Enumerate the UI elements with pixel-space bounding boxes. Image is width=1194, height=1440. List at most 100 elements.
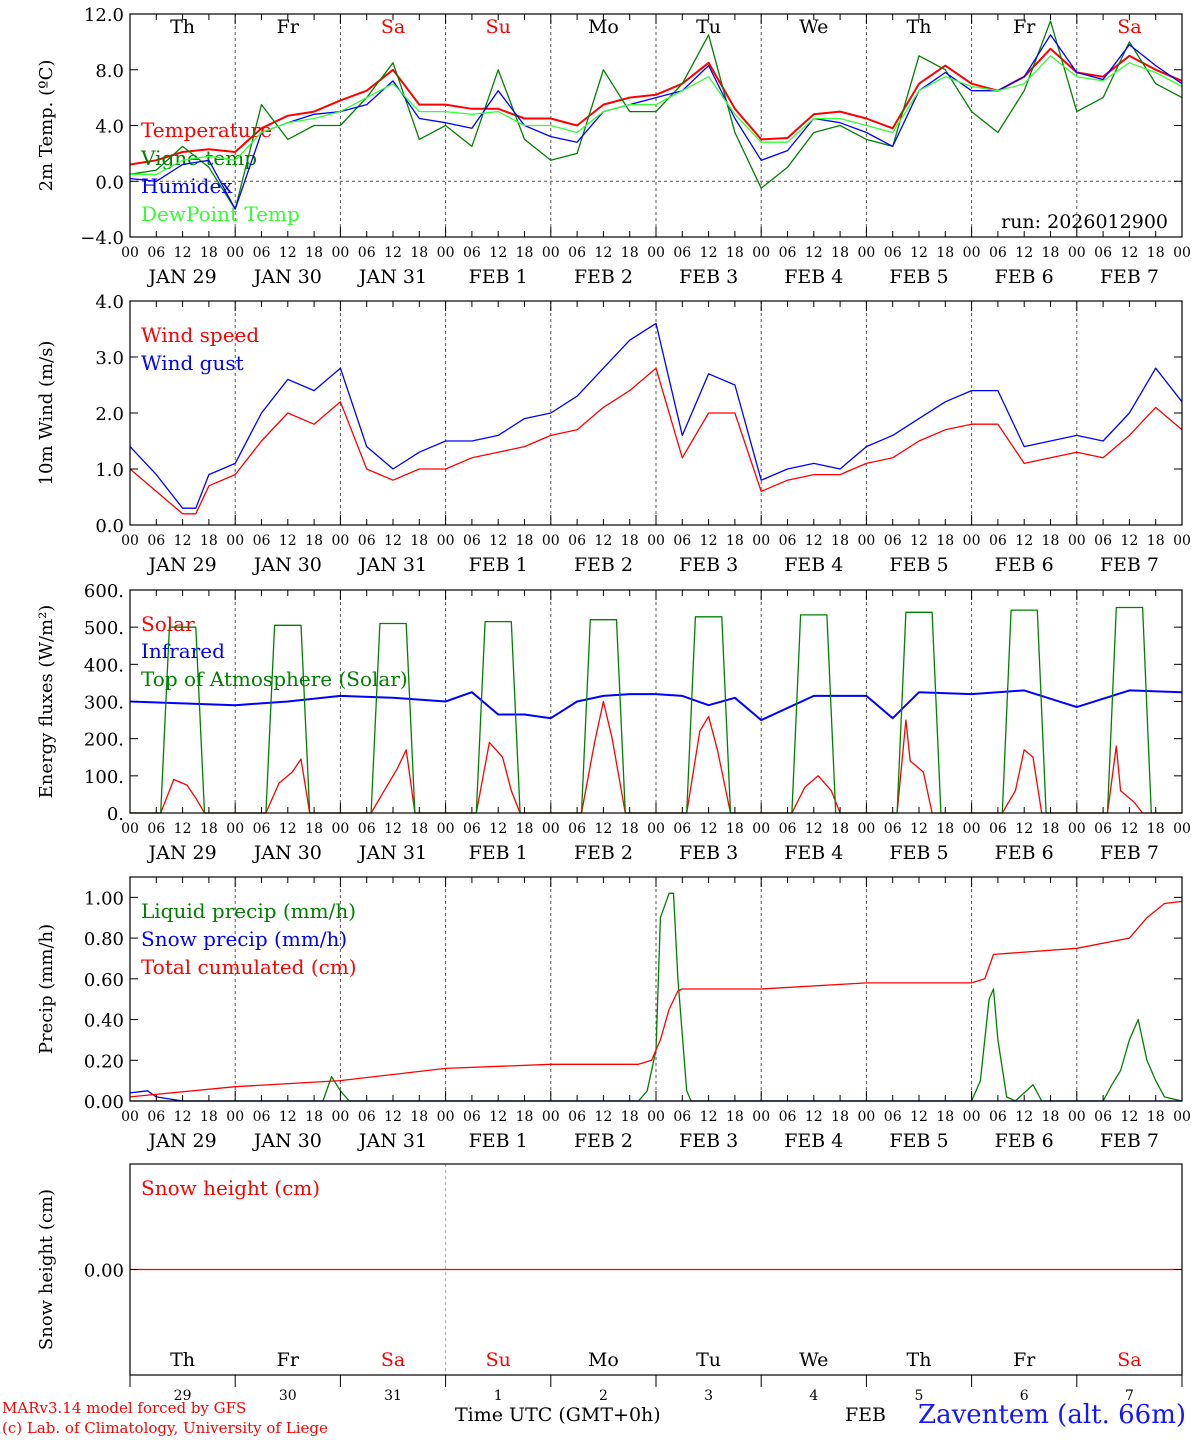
legend-entry: DewPoint Temp: [141, 202, 300, 226]
series-line-vigne-temp: [129, 20, 1183, 210]
hour-tick-label: 18: [516, 245, 534, 261]
hour-tick-label: 00: [542, 821, 560, 837]
weekday-label: Fr: [1013, 16, 1036, 38]
date-label: FEB 4: [784, 554, 843, 576]
hour-tick-label: 06: [147, 1109, 165, 1125]
series-line-wind-gust: [129, 322, 1183, 509]
hour-tick-label: 12: [594, 533, 612, 549]
hour-tick-label: 00: [647, 245, 665, 261]
hour-tick-label: 00: [963, 245, 981, 261]
hour-tick-label: 18: [516, 821, 534, 837]
y-tick-label: 1.0: [95, 460, 124, 481]
day-number-label: 31: [384, 1388, 402, 1404]
date-label: JAN 29: [147, 842, 217, 864]
hour-tick-label: 12: [384, 1109, 402, 1125]
date-label: FEB 7: [1100, 554, 1159, 576]
month-label: FEB: [845, 1404, 887, 1426]
hour-tick-label: 18: [305, 245, 323, 261]
hour-tick-label: 06: [147, 821, 165, 837]
hour-tick-label: 00: [121, 245, 139, 261]
series-line-total-cumulated-cm: [129, 900, 1183, 1098]
hour-tick-label: 06: [568, 1109, 586, 1125]
hour-tick-label: 06: [463, 821, 481, 837]
weekday-label: We: [799, 16, 828, 38]
y-tick-label: −4.0: [80, 228, 124, 249]
weekday-label: Mo: [588, 16, 619, 38]
y-tick-label: 500.: [84, 618, 124, 639]
hour-tick-label: 00: [752, 821, 770, 837]
legend-entry: Solar: [141, 612, 195, 636]
lab-credit: (c) Lab. of Climatology, University of L…: [2, 1419, 328, 1437]
hour-tick-label: 12: [1120, 533, 1138, 549]
hour-tick-label: 00: [331, 533, 349, 549]
hour-tick-label: 18: [410, 821, 428, 837]
y-tick-label: 0.60: [84, 970, 124, 991]
weekday-label: Tu: [696, 1349, 721, 1371]
hour-tick-label: 18: [621, 1109, 639, 1125]
hour-tick-label: 00: [542, 533, 560, 549]
hour-tick-label: 18: [1042, 533, 1060, 549]
day-number-label: 6: [1020, 1388, 1029, 1404]
hour-tick-label: 06: [147, 533, 165, 549]
date-label: FEB 7: [1100, 842, 1159, 864]
weekday-label: Th: [907, 16, 932, 38]
date-label: FEB 5: [889, 842, 948, 864]
hour-tick-label: 12: [805, 245, 823, 261]
hour-tick-label: 12: [910, 533, 928, 549]
hour-tick-label: 18: [936, 533, 954, 549]
hour-tick-label: 12: [1120, 821, 1138, 837]
hour-tick-label: 06: [779, 1109, 797, 1125]
y-tick-label: 0.0: [95, 172, 124, 193]
hour-tick-label: 18: [1147, 1109, 1165, 1125]
hour-tick-label: 00: [331, 245, 349, 261]
hour-tick-label: 12: [279, 1109, 297, 1125]
hour-tick-label: 00: [1173, 1109, 1191, 1125]
hour-tick-label: 18: [1147, 245, 1165, 261]
hour-tick-label: 06: [1094, 533, 1112, 549]
date-label: FEB 5: [889, 554, 948, 576]
hour-tick-label: 00: [437, 245, 455, 261]
panel-4: Liquid precip (mm/h) Snow precip (mm/h) To…: [36, 876, 1191, 1152]
hour-tick-label: 12: [384, 533, 402, 549]
y-tick-label: 600.: [84, 581, 124, 602]
date-label: FEB 7: [1100, 1130, 1159, 1152]
run-annotation: run: 2026012900: [1001, 211, 1168, 233]
hour-tick-label: 18: [831, 245, 849, 261]
series-line-wind-speed: [129, 367, 1183, 515]
y-tick-label: 0.: [107, 804, 124, 825]
hour-tick-label: 00: [121, 1109, 139, 1125]
y-tick-label: 0.80: [84, 929, 124, 950]
hour-tick-label: 12: [910, 245, 928, 261]
hour-tick-label: 18: [1042, 245, 1060, 261]
hour-tick-label: 12: [489, 245, 507, 261]
hour-tick-label: 06: [358, 821, 376, 837]
hour-tick-label: 00: [857, 821, 875, 837]
hour-tick-label: 12: [489, 1109, 507, 1125]
hour-tick-label: 00: [647, 1109, 665, 1125]
day-number-label: 1: [494, 1388, 503, 1404]
date-label: FEB 1: [469, 842, 528, 864]
date-label: FEB 4: [784, 1130, 843, 1152]
hour-tick-label: 12: [700, 533, 718, 549]
series-line-infrared: [129, 689, 1183, 722]
day-number-label: 7: [1125, 1388, 1134, 1404]
weekday-label: Su: [486, 16, 511, 38]
weekday-label: We: [799, 1349, 828, 1371]
hour-tick-label: 06: [779, 821, 797, 837]
hour-tick-label: 06: [673, 533, 691, 549]
hour-tick-label: 00: [331, 821, 349, 837]
y-tick-label: 300.: [84, 693, 124, 714]
hour-tick-label: 18: [200, 1109, 218, 1125]
hour-tick-label: 12: [174, 245, 192, 261]
y-axis-label: Energy fluxes (W/m²): [36, 605, 57, 799]
day-number-label: 29: [174, 1388, 192, 1404]
weekday-label: Fr: [277, 1349, 300, 1371]
hour-tick-label: 06: [358, 1109, 376, 1125]
hour-tick-label: 18: [726, 1109, 744, 1125]
date-label: FEB 3: [679, 842, 738, 864]
hour-tick-label: 12: [1015, 1109, 1033, 1125]
date-label: FEB 2: [574, 842, 633, 864]
y-tick-label: 0.40: [84, 1011, 124, 1032]
y-tick-label: 2.0: [95, 404, 124, 425]
date-label: JAN 31: [357, 554, 427, 576]
